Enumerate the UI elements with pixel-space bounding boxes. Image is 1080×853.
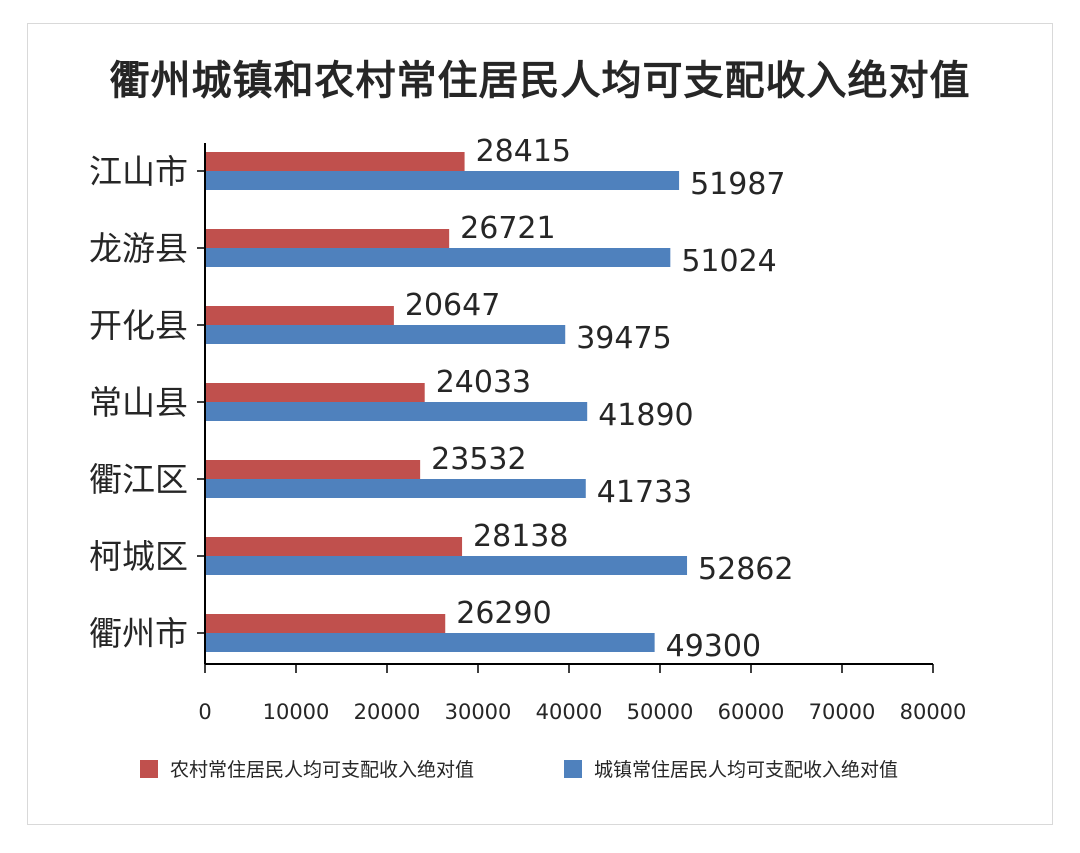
data-label: 23532 xyxy=(431,442,526,477)
data-label: 28415 xyxy=(476,134,571,169)
rural-income-bar xyxy=(206,306,394,325)
data-label: 20647 xyxy=(405,288,500,323)
urban-income-bar xyxy=(206,171,680,190)
chart-frame xyxy=(27,23,1053,825)
urban-income-bar xyxy=(206,248,671,267)
chart-title: 衢州城镇和农村常住居民人均可支配收入绝对值 xyxy=(109,58,971,104)
x-tick-label: 30000 xyxy=(445,700,512,724)
data-label: 28138 xyxy=(473,519,568,554)
x-tick-label: 80000 xyxy=(900,700,967,724)
data-label: 26721 xyxy=(460,211,555,246)
category-label: 龙游县 xyxy=(89,229,188,268)
data-label: 41890 xyxy=(598,398,693,433)
urban-income-bar xyxy=(206,556,688,575)
legend-swatch xyxy=(140,760,158,778)
category-label: 衢江区 xyxy=(89,460,188,499)
legend-label: 城镇常住居民人均可支配收入绝对值 xyxy=(594,759,898,781)
x-tick-label: 10000 xyxy=(263,700,330,724)
urban-income-bar xyxy=(206,479,586,498)
x-tick-label: 20000 xyxy=(354,700,421,724)
category-label: 衢州市 xyxy=(89,614,188,653)
x-tick-label: 60000 xyxy=(718,700,785,724)
data-label: 39475 xyxy=(576,321,671,356)
x-tick-label: 50000 xyxy=(627,700,694,724)
data-label: 24033 xyxy=(436,365,531,400)
data-label: 49300 xyxy=(666,629,761,664)
rural-income-bar xyxy=(206,460,421,479)
data-label: 51987 xyxy=(690,167,785,202)
x-tick-label: 70000 xyxy=(809,700,876,724)
x-tick-label: 40000 xyxy=(536,700,603,724)
category-label: 常山县 xyxy=(89,383,188,422)
category-label: 江山市 xyxy=(89,152,188,191)
data-label: 41733 xyxy=(597,475,692,510)
category-label: 柯城区 xyxy=(89,537,188,576)
rural-income-bar xyxy=(206,152,465,171)
urban-income-bar xyxy=(206,402,588,421)
rural-income-bar xyxy=(206,614,446,633)
data-label: 51024 xyxy=(681,244,776,279)
x-tick-label: 0 xyxy=(198,700,211,724)
category-label: 开化县 xyxy=(89,306,188,345)
legend-swatch xyxy=(564,760,582,778)
rural-income-bar xyxy=(206,383,425,402)
legend-label: 农村常住居民人均可支配收入绝对值 xyxy=(170,759,474,781)
urban-income-bar xyxy=(206,325,566,344)
rural-income-bar xyxy=(206,229,450,248)
rural-income-bar xyxy=(206,537,463,556)
data-label: 52862 xyxy=(698,552,793,587)
data-label: 26290 xyxy=(456,596,551,631)
urban-income-bar xyxy=(206,633,655,652)
